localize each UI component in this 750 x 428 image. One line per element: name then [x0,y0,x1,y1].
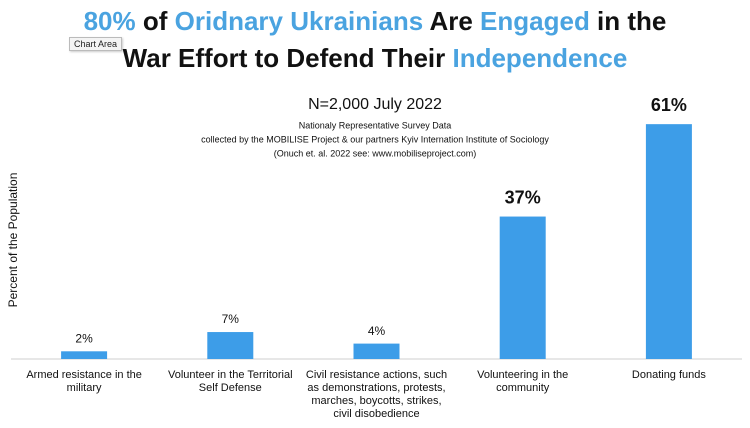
x-tick-label: Armed resistance in the military [26,369,142,394]
x-tick-label: Civil resistance actions, such as demons… [305,369,448,420]
data-label: 37% [505,187,541,207]
title-segment: Independence [452,43,627,73]
x-tick-label: Volunteering in the community [477,369,569,394]
tooltip: Chart Area [69,37,123,51]
bar [61,351,108,359]
x-tick-label: Donating funds [631,369,706,381]
title-segment: 80% [84,6,136,36]
chart-title: 80% of Oridnary Ukrainians Are Engaged i… [84,6,667,36]
title-segment: in the [590,6,667,36]
note: (Onuch et. al. 2022 see: www.mobilisepro… [274,148,477,158]
y-axis-label: Percent of the Population [6,173,20,308]
bar [645,124,692,360]
chart-title: War Effort to Defend Their Independence [123,43,628,73]
data-label: 61% [651,95,687,115]
title-segment: Engaged [480,6,590,36]
bar [499,216,546,359]
x-tick-label: Volunteer in the Territorial Self Defens… [168,369,293,394]
data-label: 7% [222,312,240,326]
title-segment: Oridnary Ukrainians [175,6,424,36]
bar [207,332,254,359]
title-segment: War Effort to Defend Their [123,43,453,73]
bar [353,343,400,359]
data-label: 2% [75,331,93,345]
note: collected by the MOBILISE Project & our … [201,134,549,144]
subtitle: N=2,000 July 2022 [308,96,442,113]
title-segment: Are [423,6,480,36]
note: Nationaly Representative Survey Data [299,120,452,130]
title-segment: of [136,6,175,36]
data-label: 4% [368,324,386,338]
